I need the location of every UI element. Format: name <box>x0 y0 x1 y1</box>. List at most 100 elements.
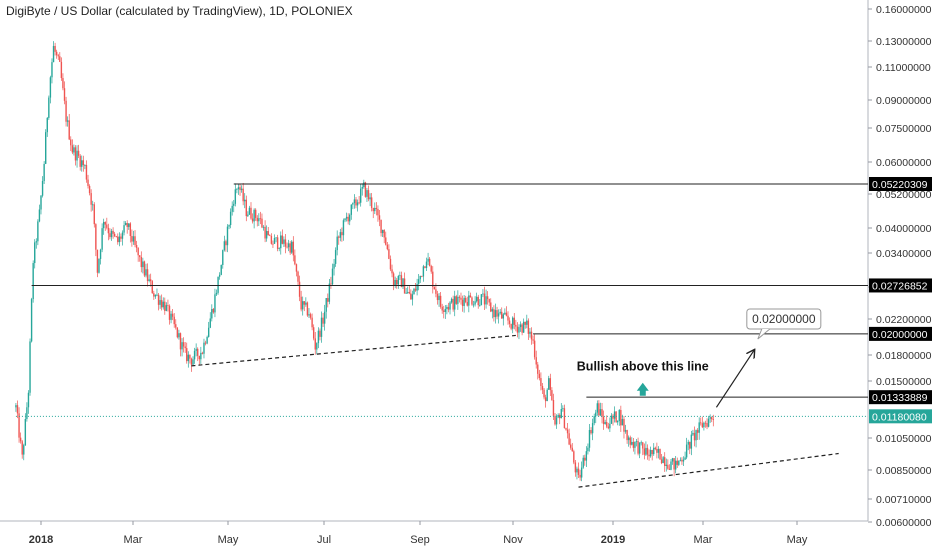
candle-up <box>374 207 376 212</box>
candle-down <box>471 297 473 305</box>
candle-down <box>306 302 309 316</box>
candle-down <box>516 326 519 333</box>
candle-down <box>378 215 381 220</box>
candle-down <box>598 403 600 416</box>
candle-down <box>179 333 182 350</box>
candle-up <box>48 97 50 118</box>
candle-up <box>333 263 335 269</box>
candle-down <box>565 428 567 430</box>
candle-down <box>115 236 117 237</box>
candle-down <box>496 310 498 317</box>
candle-up <box>698 422 700 433</box>
candle-down <box>414 288 417 291</box>
candle-down <box>544 397 547 402</box>
candle-down <box>642 442 644 449</box>
candle-down <box>225 241 227 246</box>
candle-up <box>98 258 100 273</box>
candle-down <box>372 207 374 212</box>
candle-down <box>93 204 95 225</box>
price-axis-label: 0.01800000 <box>876 350 932 362</box>
candle-up <box>278 248 280 250</box>
candle-up <box>132 236 135 242</box>
candle-up <box>43 163 45 182</box>
candle-down <box>201 352 204 354</box>
candle-up <box>449 302 451 310</box>
candle-up <box>397 276 400 285</box>
candle-up <box>30 299 33 342</box>
candle-up <box>92 204 94 206</box>
candle-down <box>88 185 91 194</box>
candle-down <box>107 227 110 234</box>
chart-title: DigiByte / US Dollar (calculated by Trad… <box>6 4 353 18</box>
candle-down <box>648 454 650 457</box>
candle-down <box>533 340 536 358</box>
candle-down <box>347 216 349 222</box>
candle-down <box>601 409 603 417</box>
candle-up <box>512 317 514 329</box>
candle-up <box>162 301 164 308</box>
candle-down <box>660 459 663 464</box>
candle-up <box>23 445 25 455</box>
candle-down <box>551 390 553 401</box>
price-level-label: 0.02000000 <box>872 329 928 341</box>
price-axis-label: 0.00600000 <box>876 517 932 529</box>
candle-down <box>701 423 704 428</box>
candle-up <box>454 296 456 310</box>
candle-down <box>370 197 373 208</box>
candle-up <box>27 392 30 408</box>
candle-up <box>356 202 359 206</box>
candle-down <box>267 231 269 236</box>
candle-down <box>182 342 185 347</box>
candle-down <box>189 354 191 359</box>
candle-down <box>643 448 646 455</box>
candle-down <box>297 271 299 282</box>
candle-down <box>433 286 436 290</box>
candle-down <box>535 357 537 365</box>
candle-down <box>700 422 702 424</box>
candle-up <box>474 301 476 305</box>
candle-down <box>554 415 556 425</box>
candles <box>15 41 714 482</box>
candle-down <box>289 243 291 253</box>
candle-down <box>510 323 512 329</box>
candle-down <box>137 247 139 256</box>
candle-up <box>45 132 47 164</box>
candle-down <box>689 441 691 449</box>
candle-down <box>312 327 315 339</box>
candle-up <box>334 250 337 264</box>
candle-up <box>617 421 619 423</box>
candle-down <box>186 348 188 362</box>
candle-up <box>662 457 664 464</box>
candle-up <box>49 77 52 98</box>
candle-up <box>316 343 318 350</box>
candle-up <box>518 327 520 333</box>
candle-down <box>629 437 631 445</box>
candle-up <box>555 417 558 425</box>
candle-up <box>154 294 157 297</box>
candle-down <box>330 283 332 285</box>
current-price-badge <box>869 409 932 424</box>
candle-down <box>167 305 169 306</box>
candle-down <box>96 249 99 273</box>
candle-up <box>687 441 689 445</box>
candle-up <box>353 199 356 204</box>
time-axis-label: Mar <box>694 534 713 546</box>
candle-up <box>485 296 487 305</box>
candle-down <box>272 243 274 245</box>
candle-up <box>193 350 196 360</box>
candle-up <box>627 437 630 441</box>
candle-up <box>411 294 414 300</box>
candle-up <box>562 408 564 410</box>
candle-up <box>472 304 475 306</box>
candle-down <box>149 279 152 282</box>
candle-up <box>450 298 453 303</box>
candle-up <box>336 236 338 251</box>
candle-up <box>206 336 208 344</box>
price-axis-label: 0.09000000 <box>876 95 932 107</box>
candle-up <box>29 341 31 393</box>
candle-down <box>620 409 622 426</box>
candle-up <box>596 403 599 413</box>
candle-down <box>541 386 544 390</box>
candle-up <box>631 441 633 445</box>
